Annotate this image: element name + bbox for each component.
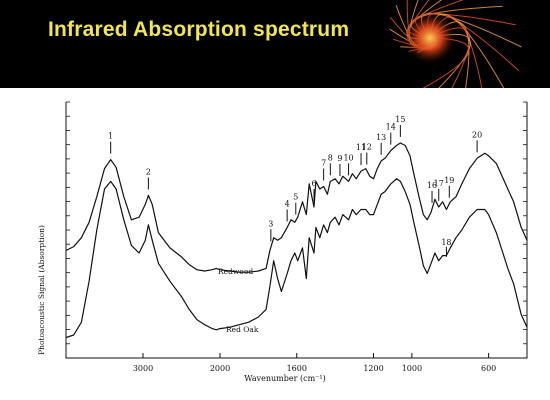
x-ticks: 3000 2000 1600 1200 1000 600 bbox=[133, 353, 496, 373]
peak-label: 17 bbox=[434, 179, 444, 188]
slide-title: Infrared Absorption spectrum bbox=[48, 18, 350, 41]
series-label-redwood: Redwood bbox=[218, 267, 253, 276]
peak-label: 14 bbox=[386, 123, 396, 132]
peak-label: 10 bbox=[343, 153, 353, 162]
peak-label: 4 bbox=[285, 199, 290, 208]
peak-label: 1 bbox=[108, 132, 113, 141]
plot-axes bbox=[65, 101, 528, 359]
x-tick-label: 2000 bbox=[210, 364, 230, 373]
x-tick-label: 1200 bbox=[363, 364, 383, 373]
title-banner: Infrared Absorption spectrum bbox=[0, 0, 550, 88]
axis-frame bbox=[65, 102, 528, 359]
peak-label: 20 bbox=[472, 130, 482, 139]
peak-label: 19 bbox=[444, 176, 454, 185]
peak-label: 7 bbox=[321, 158, 326, 167]
x-tick-label: 1000 bbox=[402, 364, 422, 373]
peak-label: 16 bbox=[427, 181, 437, 190]
peak-label: 15 bbox=[395, 115, 405, 124]
peak-label: 12 bbox=[362, 142, 372, 151]
peak-label: 5 bbox=[293, 193, 298, 202]
x-tick-label: 600 bbox=[481, 364, 496, 373]
spectrum-series bbox=[65, 142, 528, 339]
swirl-decoration-icon bbox=[389, 0, 522, 88]
peak-label: 9 bbox=[337, 154, 342, 163]
peak-label: 3 bbox=[268, 219, 273, 228]
x-axis-label: Wavenumber (cm⁻¹) bbox=[244, 374, 325, 383]
x-tick-label: 1600 bbox=[287, 364, 307, 373]
x-tick-label: 3000 bbox=[133, 364, 153, 373]
peak-label: 2 bbox=[146, 167, 151, 176]
peak-label: 13 bbox=[376, 133, 386, 142]
y-axis-label: Photoacoustic Signal (Absorption) bbox=[37, 225, 46, 355]
peak-label: 11 bbox=[356, 143, 366, 152]
series-label-red-oak: Red Oak bbox=[226, 325, 259, 334]
peak-label: 6 bbox=[311, 179, 316, 188]
series-line-redwood bbox=[65, 142, 528, 273]
peak-label: 8 bbox=[328, 153, 333, 162]
series-line-red-oak bbox=[65, 178, 528, 339]
peak-label: 18 bbox=[441, 238, 451, 247]
